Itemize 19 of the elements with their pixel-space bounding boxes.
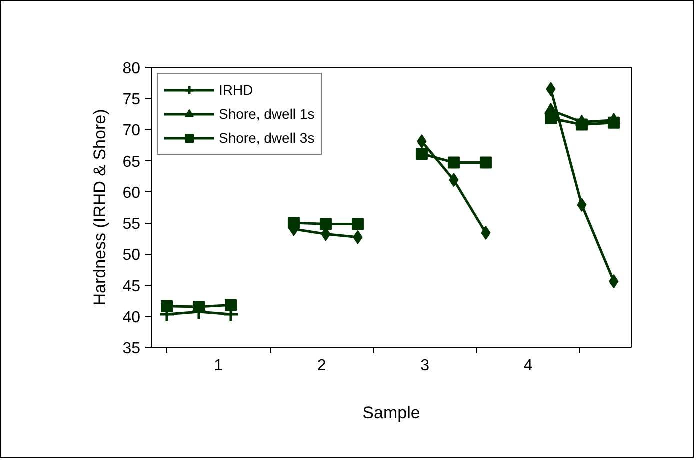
y-tick-label: 55 (122, 216, 141, 234)
y-tick-label: 45 (122, 278, 141, 296)
legend-label: IRHD (219, 82, 254, 98)
y-tick-label: 50 (122, 247, 141, 264)
x-tick-label: 2 (317, 358, 326, 374)
x-axis-title: Sample (362, 404, 420, 422)
y-tick-label: 80 (122, 60, 141, 78)
y-tick-label: 75 (122, 92, 141, 109)
legend-label: Shore, dwell 3s (219, 130, 315, 146)
y-tick-label: 70 (122, 122, 141, 140)
y-tick-label: 60 (122, 184, 141, 202)
y-tick-label: 40 (122, 309, 141, 326)
y-tick-label: 65 (122, 154, 141, 171)
legend-label: Shore, dwell 1s (219, 106, 315, 122)
x-tick-label: 3 (420, 358, 430, 374)
y-axis-title: Hardness (IRHD & Shore) (90, 109, 110, 306)
y-tick-label: 35 (122, 340, 141, 358)
x-tick-label: 4 (524, 358, 533, 374)
x-tick-label: 1 (214, 358, 224, 374)
